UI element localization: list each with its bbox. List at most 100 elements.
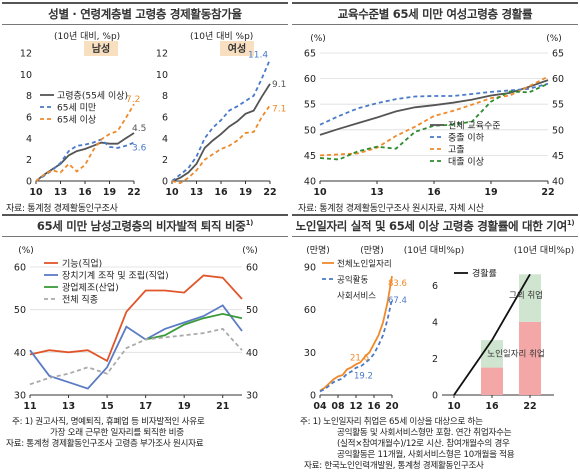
unit-label-right: (만명) — [360, 245, 384, 256]
unit-label: (10년 대비, %p) — [54, 31, 120, 42]
y-tick-label: 0 — [310, 391, 316, 402]
legend-label: 사회서비스 — [337, 292, 376, 302]
y-tick-label-right: 40 — [552, 177, 564, 188]
legend-label: 65세 미만 — [57, 103, 96, 114]
x-tick-label: 17 — [139, 401, 152, 412]
y-tick-label-right: 40 — [246, 348, 258, 359]
x-tick-label: 08 — [331, 401, 345, 412]
y-tick-label: 90 — [304, 263, 316, 274]
series-line — [319, 298, 393, 393]
bar-segment — [519, 274, 541, 322]
footnote: 주: 1) 권고사직, 명예퇴직, 휴폐업 등 비자발적인 사유로 가장 오래 … — [2, 417, 288, 450]
end-value-label: 7.1 — [272, 104, 286, 114]
value-label: 83.6 — [388, 279, 407, 289]
footnote-line: (실적×참여개월수)/12로 시산. 참여개월수의 경우 — [337, 439, 510, 449]
unit-label-right: (%) — [546, 34, 562, 44]
x-tick-label: 10 — [29, 187, 43, 197]
bar-segment — [519, 321, 541, 395]
series-line — [35, 138, 135, 182]
legend-label: 고졸 — [448, 145, 465, 156]
source-note: 자료: 한국노인인력개발원, 통계청 경제활동인구조사 — [304, 461, 484, 471]
series-line — [319, 82, 549, 161]
panel-female-education: 교육수준별 65세 미만 여성고령층 경활률 40 40 45 45 50 50 55 55 6… — [292, 2, 578, 214]
y-tick-label: 2 — [162, 155, 168, 166]
y-tick-label: 4 — [162, 134, 168, 145]
y-tick-label: 50 — [14, 305, 26, 316]
end-value-label: 7.2 — [126, 95, 140, 105]
series-line — [29, 327, 243, 386]
x-tick-label: 20 — [385, 401, 399, 412]
source-note: 자료: 통계청 경제활동인구조사 고령층 부가조사 원시자료 — [6, 439, 204, 449]
x-tick-label: 19 — [178, 401, 191, 412]
sex-label-box — [220, 41, 254, 56]
unit-label: (10년 대비 %p) — [190, 31, 253, 42]
y-tick-label: 0 — [26, 177, 32, 188]
y-tick-label: 50 — [304, 125, 316, 136]
value-label: 21.6 — [350, 353, 369, 363]
legend-label: 경활률 — [472, 268, 497, 280]
title-footnote-mark: 1) — [245, 219, 254, 228]
series-line — [171, 104, 271, 185]
unit-label-left: (만명) — [306, 245, 330, 256]
y-tick-label: 12 — [156, 49, 168, 60]
x-tick-label: 16 — [214, 187, 228, 197]
y-tick-label: 60 — [14, 263, 26, 274]
y-tick-label: 0 — [432, 391, 438, 402]
y-tick-label: 40 — [14, 348, 26, 359]
footnote-line: 공익활동은 11개월, 사회서비스형은 10개월을 적용 — [337, 450, 515, 460]
bar-label: 그외 취업 — [509, 290, 543, 301]
y-tick-label: 30 — [304, 348, 316, 359]
y-tick-label: 10 — [20, 70, 32, 81]
sex-label-box — [84, 41, 118, 56]
y-tick-label: 8 — [26, 91, 32, 102]
panel-title: 성별 · 연령계층별 고령층 경제활동참가율 — [2, 2, 288, 25]
sex-label: 남성 — [92, 42, 110, 55]
y-tick-label: 40 — [304, 177, 316, 188]
y-tick-label-right: 50 — [552, 125, 564, 136]
end-value-label: 9.1 — [272, 80, 286, 90]
y-tick-label: 10 — [156, 70, 168, 81]
x-tick-label: 13 — [190, 187, 203, 197]
chart-participation-rate: 0 2 4 6 8 10 12 10 13 16 19 22 (10년 대비, %p)남성 4.5 7.2 3… — [20, 31, 286, 198]
series-line — [29, 304, 243, 390]
panel-involuntary-retirement: 65세 미만 남성고령층의 비자발적 퇴직 비중1) 30 30 40 40 50 50 6… — [2, 214, 288, 450]
panel-participation-rate: 성별 · 연령계층별 고령층 경제활동참가율 0 2 4 6 8 10 12 10 13 16 19… — [2, 2, 288, 214]
x-tick-label: 15 — [100, 401, 113, 412]
y-tick-label-right: 55 — [552, 100, 564, 111]
title-text: 65세 미만 남성고령층의 비자발적 퇴직 비중 — [36, 219, 246, 233]
legend-label: 고령층(55세 이상) — [57, 90, 128, 102]
footnote-line: 공익활동 및 사회서비스형만 포함. 연간 취업자수는 — [337, 428, 512, 438]
bar-segment — [481, 367, 503, 395]
y-tick-label: 30 — [14, 391, 26, 402]
sex-label: 여성 — [228, 42, 246, 55]
y-tick-label: 0 — [162, 177, 168, 188]
series-line — [171, 59, 271, 182]
x-tick-label: 04 — [313, 401, 327, 412]
x-tick-label: 21 — [216, 401, 229, 412]
x-tick-label: 13 — [62, 401, 75, 412]
x-tick-label: 16 — [485, 401, 499, 412]
y-tick-label: 4 — [26, 134, 32, 145]
y-tick-label: 6 — [26, 113, 32, 124]
series-line — [319, 79, 549, 136]
footnote-line: 가장 오래 근무한 일자리를 퇴직한 비중 — [50, 428, 184, 438]
legend-label: 전체노인일자리 — [337, 259, 392, 270]
y-tick-label-right: 60 — [246, 263, 258, 274]
x-tick-label: 13 — [370, 187, 383, 197]
y-tick-label: 12 — [20, 49, 32, 60]
end-value-label: 3.6 — [132, 144, 147, 154]
y-tick-label: 8 — [162, 91, 168, 102]
x-tick-label: 22 — [263, 187, 276, 197]
x-tick-label: 10 — [313, 187, 327, 197]
y-tick-label-right: 45 — [552, 151, 564, 162]
y-tick-label: 45 — [304, 151, 316, 162]
x-tick-label: 11 — [23, 401, 36, 412]
end-value-label: 11.4 — [248, 50, 268, 60]
y-tick-label-right: 60 — [552, 74, 564, 85]
legend-label: 전체 직종 — [62, 295, 98, 306]
unit-label-left: (%) — [18, 246, 34, 256]
end-value-label: 4.5 — [132, 124, 146, 134]
x-tick-label: 13 — [54, 187, 67, 197]
x-tick-label: 19 — [103, 187, 116, 197]
